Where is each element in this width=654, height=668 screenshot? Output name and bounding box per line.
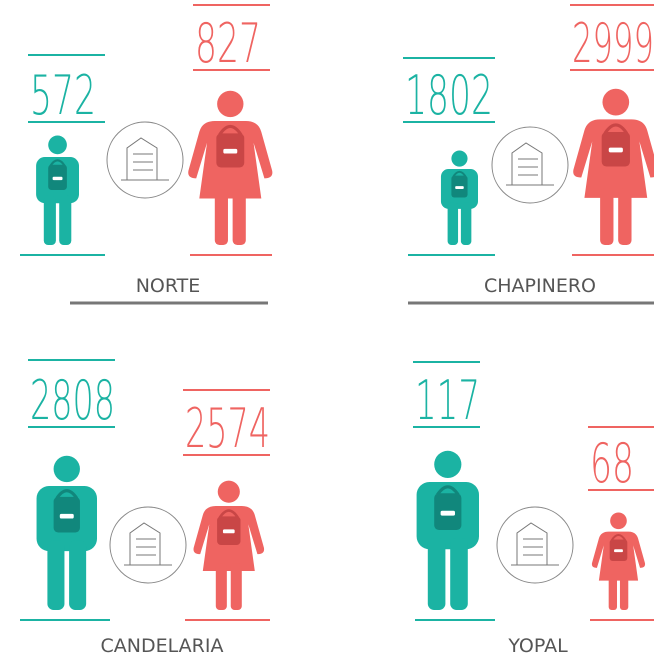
head xyxy=(602,88,630,116)
backpack-bar xyxy=(223,148,238,154)
strap xyxy=(603,123,629,135)
backpack-bar xyxy=(614,549,623,553)
place-icon xyxy=(511,522,559,566)
district-name: YOPAL xyxy=(507,635,568,657)
leg xyxy=(232,189,246,245)
backpack-bar xyxy=(59,513,74,519)
backpack-bar xyxy=(455,186,464,189)
place-icon xyxy=(121,137,169,181)
male-figure xyxy=(440,150,478,245)
backpack-bar xyxy=(608,147,623,153)
count: 1802 xyxy=(405,64,493,127)
strap xyxy=(49,159,66,167)
place-icon-circle xyxy=(109,506,187,584)
leg xyxy=(618,188,632,245)
female-figure xyxy=(591,512,646,610)
head xyxy=(610,512,627,530)
count: 2574 xyxy=(185,397,270,460)
district-name: CHAPINERO xyxy=(484,275,596,297)
strap xyxy=(55,489,79,500)
strap xyxy=(218,509,239,519)
female-figure xyxy=(193,480,265,610)
male-figure xyxy=(36,455,97,610)
leg xyxy=(59,195,72,245)
head xyxy=(217,90,244,118)
strap xyxy=(436,485,460,496)
leg xyxy=(230,563,242,610)
count: 2999 xyxy=(572,12,654,75)
strap xyxy=(610,534,627,541)
male-figure xyxy=(416,450,479,610)
count: 117 xyxy=(415,369,480,432)
leg xyxy=(47,540,65,610)
female-figure xyxy=(573,88,654,245)
leg xyxy=(427,538,446,610)
backpack-bar xyxy=(52,176,63,181)
leg xyxy=(460,202,472,245)
strap xyxy=(218,124,243,136)
leg xyxy=(447,202,459,245)
head xyxy=(48,135,67,155)
leg xyxy=(43,195,56,245)
count: 68 xyxy=(590,432,634,495)
male-figure xyxy=(36,135,79,245)
count: 572 xyxy=(30,64,96,127)
count: 827 xyxy=(195,12,261,75)
leg xyxy=(450,538,468,610)
district-name: CANDELARIA xyxy=(101,635,224,657)
district-name: NORTE xyxy=(136,275,201,297)
place-icon-circle xyxy=(106,121,184,199)
leg xyxy=(600,188,614,245)
backpack-bar xyxy=(440,510,455,516)
leg xyxy=(608,574,618,610)
head xyxy=(217,480,240,503)
place-icon xyxy=(124,522,172,566)
strap xyxy=(452,170,467,178)
female-figure xyxy=(188,90,273,245)
backpack-bar xyxy=(222,529,235,534)
count: 2808 xyxy=(30,369,115,432)
place-icon xyxy=(506,142,554,186)
head xyxy=(451,150,468,167)
head xyxy=(53,455,80,483)
leg xyxy=(619,574,629,610)
leg xyxy=(69,540,87,610)
place-icon-circle xyxy=(496,506,574,584)
leg xyxy=(214,189,228,245)
leg xyxy=(215,563,227,610)
place-icon-circle xyxy=(491,126,569,204)
head xyxy=(434,450,462,478)
